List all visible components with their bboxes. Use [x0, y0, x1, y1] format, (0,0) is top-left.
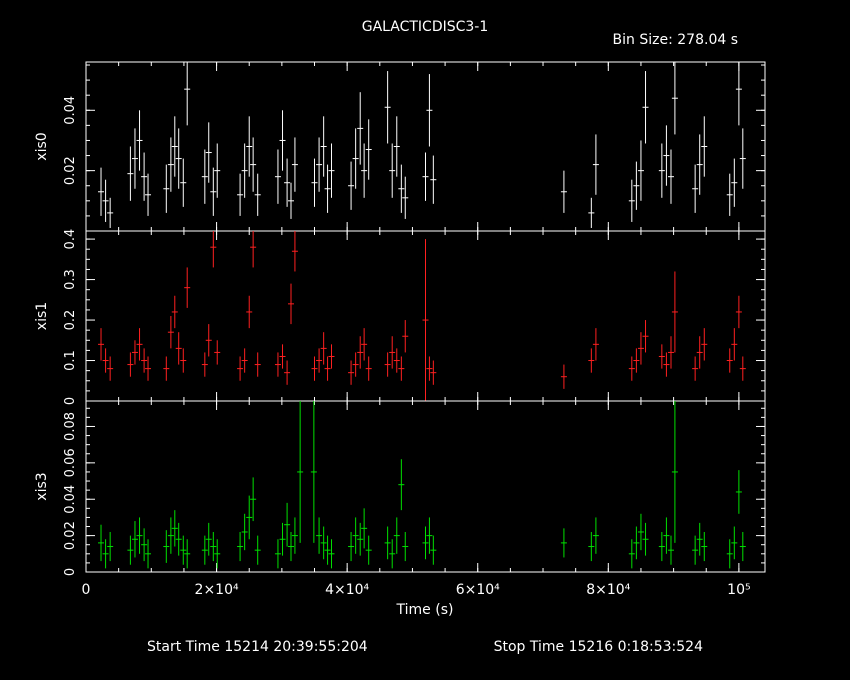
y-axis-label-xis1: xis1 [34, 302, 50, 330]
y-tick-label-xis3: 0.08 [63, 412, 78, 441]
x-tick-label: 0 [82, 582, 91, 598]
y-tick-label-xis1: 0.3 [63, 269, 78, 290]
panels-group: 0.02 0.04 xis0 0 0.1 0.2 0.3 0.4 xis1 0 0.02 0.04 0.… [34, 61, 766, 598]
plot-title: GALACTICDISC3-1 [362, 19, 489, 35]
y-tick-label-xis3: 0.02 [63, 521, 78, 550]
x-axis-label: Time (s) [396, 602, 454, 618]
x-tick-label: 8×10⁴ [586, 582, 630, 598]
x-tick-label: 10⁵ [727, 582, 750, 598]
y-tick-label-xis3: 0.06 [63, 448, 78, 477]
bin-size-label: Bin Size: 278.04 s [613, 32, 738, 48]
panel-frame-xis0 [85, 61, 766, 232]
start-time-label: Start Time 15214 20:39:55:204 [147, 639, 368, 655]
stop-time-label: Stop Time 15216 0:18:53:524 [494, 639, 703, 655]
y-tick-label-xis0: 0.04 [63, 96, 78, 125]
y-tick-label-xis0: 0.02 [63, 156, 78, 185]
y-tick-label-xis1: 0.1 [63, 350, 78, 371]
y-tick-label-xis1: 0 [63, 397, 78, 405]
x-tick-label: 2×10⁴ [195, 582, 239, 598]
y-axis-label-xis3: xis3 [34, 472, 50, 500]
y-tick-label-xis3: 0.04 [63, 485, 78, 514]
y-axis-label-xis0: xis0 [34, 132, 50, 160]
y-tick-label-xis1: 0.2 [63, 310, 78, 331]
x-tick-label: 6×10⁴ [456, 582, 500, 598]
panel-frame-xis3 [85, 400, 766, 573]
y-tick-label-xis1: 0.4 [63, 229, 78, 250]
y-tick-label-xis3: 0 [63, 568, 78, 576]
x-tick-label: 4×10⁴ [325, 582, 369, 598]
